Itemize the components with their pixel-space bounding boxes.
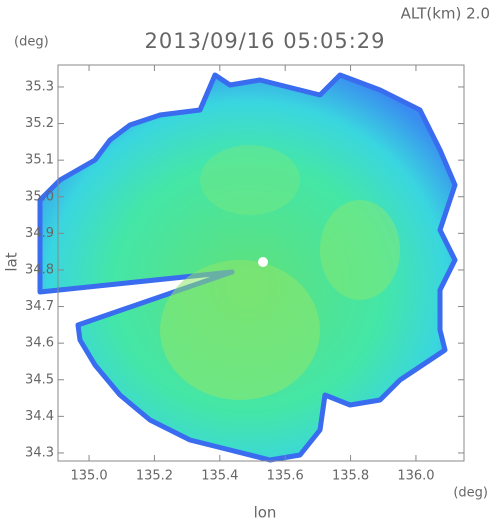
- y-tick-label: 34.3: [25, 445, 54, 460]
- chart-title: 2013/09/16 05:05:29: [144, 29, 385, 53]
- y-tick-label: 34.6: [25, 336, 54, 351]
- y-tick-label: 34.9: [25, 226, 54, 241]
- x-tick-label: 135.8: [332, 469, 369, 484]
- y-tick-label: 35.3: [25, 79, 54, 94]
- x-axis-label: lon: [254, 504, 277, 521]
- x-tick-label: 135.6: [267, 469, 304, 484]
- x-tick-label: 135.2: [136, 469, 173, 484]
- echo-core: [320, 200, 400, 300]
- x-tick-label: 136.0: [397, 469, 434, 484]
- radar-site: [258, 257, 268, 267]
- y-tick-label: 35.0: [25, 189, 54, 204]
- y-unit: (deg): [14, 35, 49, 50]
- echo-core: [200, 145, 300, 215]
- x-tick-label: 135.0: [70, 469, 107, 484]
- y-axis-label: lat: [3, 252, 21, 271]
- x-tick-label: 135.4: [201, 469, 238, 484]
- y-tick-label: 34.5: [25, 372, 54, 387]
- y-tick-label: 34.7: [25, 299, 54, 314]
- annotation: ALT(km) 2.0: [401, 5, 490, 23]
- y-tick-label: 34.8: [25, 262, 54, 277]
- y-tick-label: 34.4: [25, 409, 54, 424]
- echo-core: [160, 260, 320, 400]
- plot-frame: [57, 64, 465, 462]
- x-unit: (deg): [453, 486, 488, 501]
- y-tick-label: 35.1: [25, 153, 54, 168]
- radar-field: [37, 72, 458, 463]
- y-tick-label: 35.2: [25, 116, 54, 131]
